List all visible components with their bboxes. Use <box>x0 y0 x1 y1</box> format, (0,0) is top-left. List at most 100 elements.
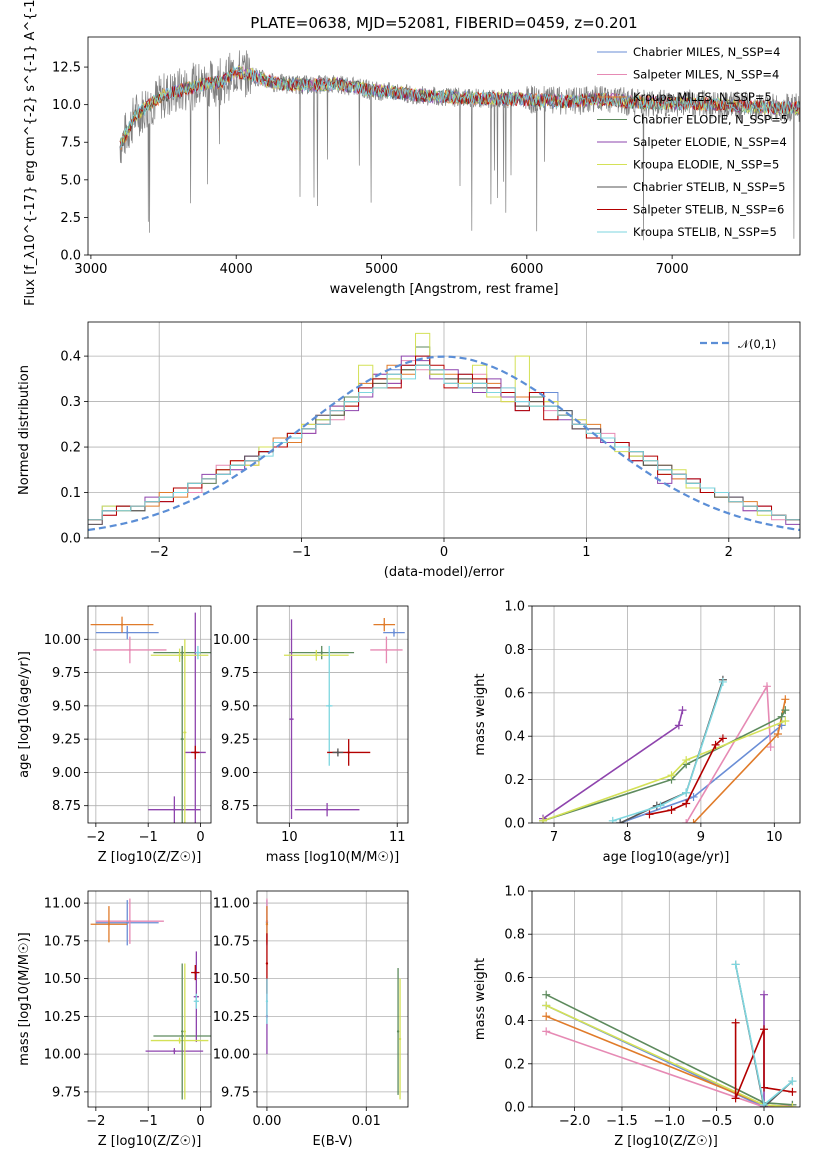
weight-marker <box>760 1083 769 1092</box>
y-tick-label: 9.50 <box>221 699 250 714</box>
weight-marker <box>678 706 687 715</box>
spectrum-model-line <box>119 65 800 148</box>
x-axis-label: E(B-V) <box>312 1134 352 1149</box>
y-tick-label: 0.6 <box>504 686 525 701</box>
weight-marker <box>682 799 691 808</box>
panel-mass_vs_ebv: 0.00 0.01 9.75 10.00 10.25 10.50 10.75 11.00 E(B… <box>213 890 409 1149</box>
x-tick-label: 7 <box>550 830 558 845</box>
plot-area <box>257 891 408 1107</box>
weight-marker <box>689 792 698 801</box>
axes-frame <box>87 605 212 824</box>
y-tick-label: 10.00 <box>44 633 81 648</box>
x-tick-label: 9 <box>697 830 705 845</box>
axes-frame <box>87 36 801 256</box>
normal-curve <box>88 355 800 532</box>
weight-marker <box>542 990 551 999</box>
panel-age_vs_Z: −2 −1 0 8.75 9.00 9.25 9.50 9.75 10.00 Z [log10(Z… <box>17 605 212 865</box>
data-point <box>126 921 129 924</box>
x-tick-label: 3000 <box>74 262 107 277</box>
weight-marker <box>718 734 727 743</box>
y-axis-label: age [log10(age/yr)] <box>17 651 32 778</box>
weight-marker <box>674 721 683 730</box>
y-tick-label: 1.0 <box>504 885 525 900</box>
x-tick-label: −2 <box>86 830 105 845</box>
y-tick-label: 9.50 <box>52 699 81 714</box>
x-tick-label: 2 <box>725 545 733 560</box>
plot-area <box>532 891 800 1107</box>
y-tick-label: 0.2 <box>60 441 81 456</box>
y-tick-label: 0.0 <box>60 249 81 264</box>
weight-marker <box>777 712 786 721</box>
x-axis-label: wavelength [Angstrom, rest frame] <box>330 282 559 297</box>
y-tick-label: 9.00 <box>52 766 81 781</box>
y-tick-label: 7.5 <box>60 136 81 151</box>
y-axis-label: mass weight <box>473 958 488 1040</box>
weight-marker <box>760 1025 769 1034</box>
spectrum-data-line <box>119 50 800 241</box>
y-axis-label: mass weight <box>473 673 488 755</box>
data-point <box>181 1030 184 1033</box>
weight-marker <box>781 706 790 715</box>
weight-marker <box>731 1094 740 1103</box>
data-point <box>194 971 197 974</box>
weight-marker <box>788 1087 797 1096</box>
data-point <box>183 731 187 734</box>
y-tick-label: 8.75 <box>52 799 81 814</box>
y-tick-label: 11.00 <box>213 897 250 912</box>
y-tick-label: 9.25 <box>52 733 81 748</box>
x-tick-label: 5000 <box>365 262 398 277</box>
y-tick-label: 8.75 <box>221 799 250 814</box>
data-point <box>183 1030 187 1033</box>
data-point <box>347 751 350 754</box>
x-tick-label: 0 <box>440 545 448 560</box>
x-tick-label: −2 <box>150 545 169 560</box>
x-axis-label: Z [log10(Z/Z☉)] <box>98 850 202 865</box>
y-tick-label: 0.8 <box>504 643 525 658</box>
weight-marker <box>682 788 691 797</box>
x-tick-label: 6000 <box>510 262 543 277</box>
x-tick-label: 4000 <box>220 262 253 277</box>
weight-marker <box>781 695 790 704</box>
y-tick-label: 9.25 <box>221 733 250 748</box>
data-point <box>128 920 132 923</box>
data-point <box>265 1000 269 1003</box>
x-tick-label: 7000 <box>656 262 689 277</box>
weight-marker <box>689 819 698 823</box>
x-tick-label: −1.0 <box>654 1114 686 1129</box>
legend-entry: Chabrier MILES, N_SSP=4 <box>633 45 780 59</box>
y-tick-label: 0.1 <box>60 486 81 501</box>
data-point <box>128 648 132 652</box>
data-point <box>173 1049 176 1053</box>
legend-entry: Kroupa STELIB, N_SSP=5 <box>633 225 777 239</box>
weight-marker <box>667 805 676 814</box>
y-tick-label: 10.00 <box>213 1048 250 1063</box>
x-axis-label: Z [log10(Z/Z☉)] <box>98 1134 202 1149</box>
data-point <box>396 1030 400 1033</box>
plot-area <box>532 606 800 823</box>
weight-marker <box>731 960 740 969</box>
weight-marker <box>762 682 771 691</box>
data-point <box>265 962 269 965</box>
x-tick-label: 0.00 <box>252 1114 281 1129</box>
plot-area <box>88 322 800 538</box>
x-tick-label: 8 <box>623 830 631 845</box>
data-point <box>320 651 323 654</box>
weight-marker <box>539 816 548 823</box>
x-tick-label: 10 <box>766 830 783 845</box>
legend-entry: Chabrier STELIB, N_SSP=5 <box>633 180 785 194</box>
axes-frame <box>256 890 409 1108</box>
x-tick-label: −1 <box>292 545 311 560</box>
y-tick-label: 10.00 <box>44 1048 81 1063</box>
data-point <box>385 648 388 652</box>
data-point <box>325 808 329 811</box>
plot-area <box>88 891 211 1107</box>
y-tick-label: 10.75 <box>213 934 250 949</box>
y-tick-label: 9.75 <box>221 666 250 681</box>
x-axis-label: age [log10(age/yr)] <box>603 850 730 865</box>
y-tick-label: 9.75 <box>221 1085 250 1100</box>
y-tick-label: 0.0 <box>504 1101 525 1116</box>
weight-marker <box>542 1012 551 1021</box>
legend: Chabrier MILES, N_SSP=4 Salpeter MILES, N… <box>597 45 788 239</box>
weight-marker <box>773 730 782 739</box>
y-tick-label: 0.8 <box>504 928 525 943</box>
